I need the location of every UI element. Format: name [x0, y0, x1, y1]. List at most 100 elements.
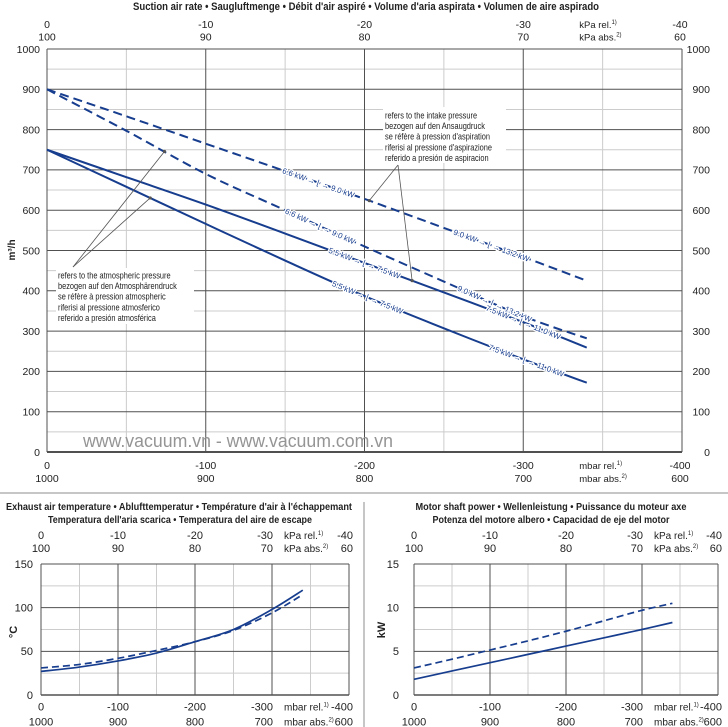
footnote-marker: 1) [617, 461, 622, 467]
x-tick-label-bottom-abs: 600 [671, 473, 689, 485]
grid [40, 563, 350, 696]
annotation-text-line: refers to the atmospheric pressure [58, 270, 171, 281]
annotation-text-line: refers to the intake pressure [385, 110, 477, 121]
series-line-0-dashed [46, 88, 588, 282]
x-unit-label-bottom-abs: mbar abs.2) [579, 474, 627, 485]
x-tick-label-bottom-abs: 1000 [29, 717, 53, 727]
x-tick-label-top-rel: 0 [411, 530, 417, 542]
chart-title-line-2: Potenza del motore albero • Capacidad de… [433, 514, 670, 526]
x-tick-label-bottom-rel: -400 [700, 702, 722, 714]
footnote-marker: 1) [688, 531, 693, 537]
x-tick-label-bottom-rel: -300 [621, 702, 643, 714]
x-unit-text: kPa abs. [579, 33, 616, 44]
x-tick-label-bottom-rel: 0 [411, 702, 417, 714]
series-line-1-dashed [40, 593, 304, 669]
footnote-marker: 2) [622, 474, 627, 480]
annotation-pointer-dot [410, 279, 414, 283]
annotation-leader-line [368, 164, 399, 201]
x-unit-label-top-rel: kPa rel.1) [654, 531, 693, 542]
annotation-background [383, 107, 506, 163]
annotation-leader-line [397, 164, 413, 281]
series-line-3-solid [46, 148, 588, 384]
x-tick-label-top-rel: -10 [482, 530, 498, 542]
x-tick-label-bottom-abs: 800 [557, 717, 575, 727]
x-tick-label-top-rel: -30 [516, 19, 531, 31]
chart-title-line-1: Motor shaft power • Wellenleistung • Pui… [416, 501, 687, 513]
x-tick-label-bottom-rel: -400 [669, 460, 690, 472]
x-tick-label-top-abs: 100 [405, 543, 423, 555]
x-tick-label-bottom-rel: -400 [331, 702, 353, 714]
footnote-marker: 2) [698, 718, 703, 724]
x-unit-label-top-rel: kPa rel.1) [284, 531, 323, 542]
y-tick-label-left: 5 [393, 646, 399, 658]
x-tick-label-top-abs: 60 [341, 543, 353, 555]
y-tick-label-left: 100 [15, 602, 33, 614]
x-tick-label-bottom-abs: 900 [481, 717, 499, 727]
x-tick-label-bottom-abs: 700 [514, 473, 532, 485]
x-unit-text: mbar abs. [284, 718, 328, 727]
x-tick-label-bottom-abs: 600 [335, 717, 353, 727]
x-tick-label-top-rel: -40 [706, 530, 722, 542]
x-unit-text: mbar abs. [579, 474, 621, 485]
y-tick-label-right: 700 [692, 165, 710, 177]
x-unit-label-bottom-abs: mbar abs.2) [284, 718, 334, 727]
x-tick-label-top-abs: 80 [189, 543, 201, 555]
y-tick-label-left: 50 [21, 646, 33, 658]
x-tick-label-bottom-abs: 900 [109, 717, 127, 727]
x-tick-label-bottom-abs: 700 [625, 717, 643, 727]
x-tick-label-top-abs: 60 [674, 32, 686, 44]
x-unit-label-top-abs: kPa abs.2) [654, 544, 698, 555]
exhaust-air-temperature-chart: Exhaust air temperature • Ablufttemperat… [6, 501, 353, 727]
annotation-text-block: refers to the atmospheric pressurebezoge… [58, 270, 177, 324]
x-tick-label-top-abs: 60 [710, 543, 722, 555]
x-tick-label-top-abs: 80 [560, 543, 572, 555]
x-unit-label-bottom-rel: mbar rel.1) [579, 461, 622, 472]
x-tick-label-top-rel: -30 [627, 530, 643, 542]
x-tick-label-top-rel: -30 [257, 530, 273, 542]
y-tick-label-right: 200 [692, 366, 710, 378]
x-tick-label-top-rel: 0 [44, 19, 50, 31]
y-tick-label-right: 1000 [687, 44, 711, 56]
series-lines [46, 88, 588, 384]
x-tick-label-bottom-rel: -100 [107, 702, 129, 714]
annotation-text-line: referido a presión de aspiracion [385, 152, 489, 163]
y-tick-label-left: 0 [34, 447, 40, 459]
x-tick-label-bottom-rel: 0 [38, 702, 44, 714]
y-tick-label-right: 600 [692, 205, 710, 217]
y-tick-label-left: 400 [22, 286, 40, 298]
x-tick-label-bottom-rel: -300 [513, 460, 534, 472]
y-tick-label-left: 800 [22, 124, 40, 136]
x-tick-label-top-rel: -40 [672, 19, 687, 31]
x-tick-label-top-rel: -20 [558, 530, 574, 542]
x-tick-label-bottom-abs: 700 [255, 717, 273, 727]
x-tick-label-top-abs: 70 [517, 32, 529, 44]
y-tick-label-left: 10 [387, 602, 399, 614]
y-tick-label-left: 700 [22, 165, 40, 177]
y-tick-label-left: 600 [22, 205, 40, 217]
x-unit-text: mbar rel. [284, 703, 323, 714]
series-lines [40, 589, 304, 673]
x-tick-label-top-abs: 100 [38, 32, 56, 44]
x-tick-label-top-rel: -40 [337, 530, 353, 542]
x-unit-text: mbar rel. [579, 461, 616, 472]
grid [46, 48, 683, 453]
x-tick-label-bottom-rel: -200 [354, 460, 375, 472]
x-tick-label-bottom-abs: 900 [197, 473, 215, 485]
annotation-leader-line [72, 151, 165, 268]
x-tick-label-top-rel: -20 [187, 530, 203, 542]
x-tick-label-bottom-abs: 800 [356, 473, 374, 485]
footnote-marker: 2) [616, 33, 621, 39]
annotation-text-line: bezogen auf den Atmosphärendruck [58, 280, 177, 291]
y-tick-label-right: 800 [692, 124, 710, 136]
x-tick-label-top-abs: 80 [359, 32, 371, 44]
annotation-text-line: referido a presión atmosférica [58, 312, 156, 323]
x-unit-text: kPa rel. [579, 20, 611, 31]
y-tick-label-right: 100 [692, 407, 710, 419]
watermark: www.vacuum.vn - www.vacuum.com.vn [82, 431, 393, 451]
annotation-background [56, 268, 194, 324]
annotation-pointer-dot [162, 149, 167, 154]
chart-title-line-2: Temperatura dell'aria scarica • Temperat… [48, 514, 312, 526]
x-unit-text: kPa rel. [654, 531, 688, 542]
